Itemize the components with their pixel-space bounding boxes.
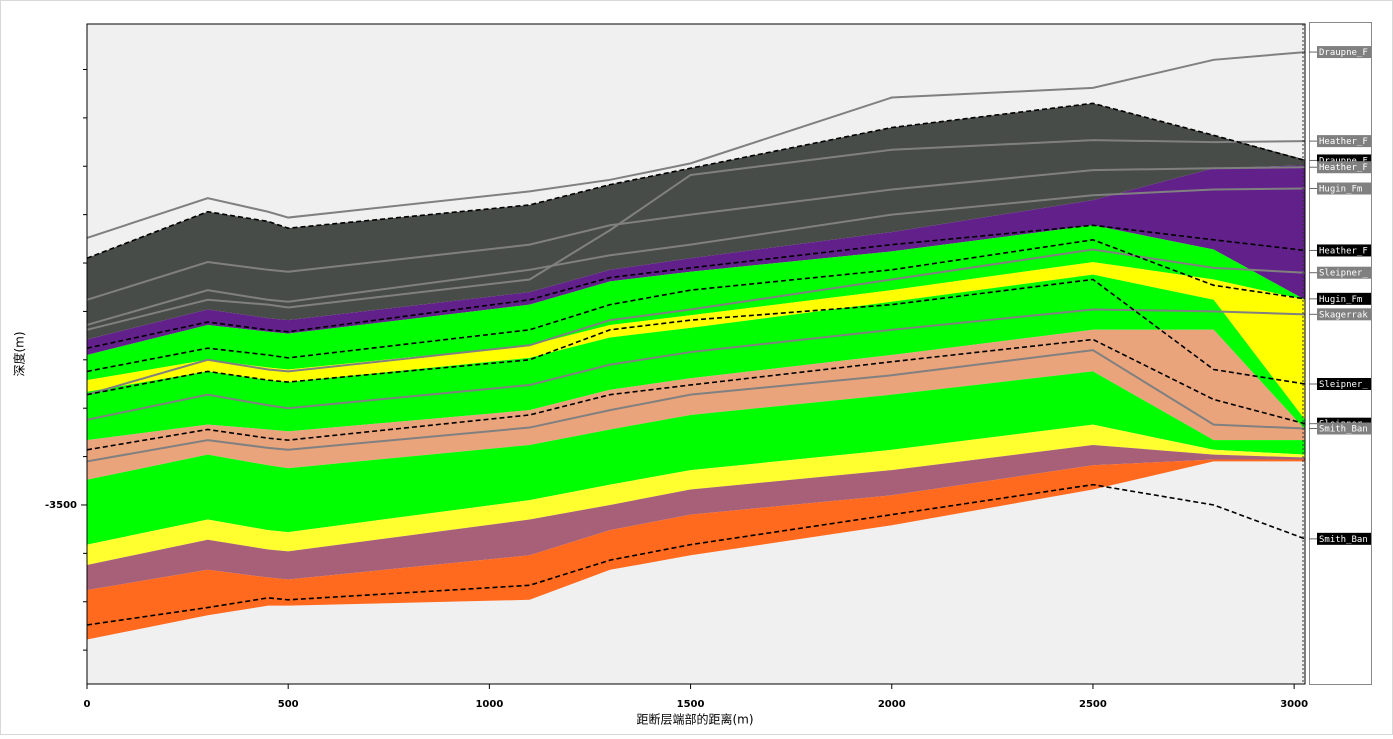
- horizon-tag-bg: [1317, 182, 1371, 195]
- facies-layer: [87, 165, 1305, 355]
- horizon-tag: Hugin_Fm: [1319, 295, 1362, 305]
- horizon-tag: Sleipner_: [1319, 380, 1368, 390]
- horizon-line: [87, 187, 1305, 326]
- facies-layer: [87, 103, 1305, 340]
- horizon-tag-bg: [1317, 378, 1371, 390]
- horizon-tag-bg: [1317, 266, 1371, 279]
- x-axis-label: 距断层端部的距离(m): [636, 712, 753, 727]
- x-tick-label: 2500: [1079, 699, 1107, 710]
- horizon-tag-bg: [1317, 161, 1371, 174]
- horizon-tag: Heather_F: [1319, 137, 1368, 147]
- horizon-tag: Skagerrak: [1319, 310, 1368, 320]
- horizon-line: [87, 166, 1305, 301]
- horizon-tag-bg: [1317, 292, 1371, 305]
- y-axis-label: 深度(m): [12, 331, 27, 376]
- facies-layer: [87, 371, 1305, 545]
- horizon-tag: Heather_F: [1319, 246, 1368, 256]
- plot-border: [86, 23, 1306, 685]
- horizon-tag: Smith_Ban: [1319, 425, 1368, 435]
- horizon-line: [87, 139, 1305, 331]
- horizon-tag: Smith_Ban: [1319, 535, 1368, 545]
- horizon-tag-bg: [1317, 308, 1371, 321]
- facies-layer: [87, 444, 1305, 591]
- horizon-tag: Sleipner_: [1319, 269, 1368, 279]
- plot: [87, 51, 1305, 640]
- x-tick-label: 0: [84, 699, 91, 710]
- horizon-panel: [1309, 22, 1372, 685]
- horizon-line: [87, 338, 1305, 451]
- horizon-line: [87, 278, 1305, 396]
- horizon-tag-bg: [1317, 244, 1371, 257]
- horizon-line: [87, 102, 1305, 259]
- facies-layer: [87, 424, 1305, 565]
- facies-layer: [87, 329, 1305, 480]
- horizon-tag-bg: [1317, 422, 1371, 435]
- horizon-tag-bg: [1317, 532, 1371, 545]
- horizon-tags: Draupne_FHeather_FDraupne_FHeather_FHugi…: [1309, 46, 1371, 545]
- horizon-line: [87, 224, 1305, 349]
- horizon-tag: Heather_F: [1319, 163, 1368, 173]
- horizon-line: [87, 483, 1305, 626]
- x-tick-label: 1500: [677, 699, 705, 710]
- x-tick-label: 500: [278, 699, 299, 710]
- horizon-tag: Draupne_F: [1319, 48, 1368, 58]
- horizon-line: [87, 248, 1305, 396]
- horizon-tag-bg: [1317, 135, 1371, 148]
- horizon-tag-bg: [1317, 46, 1371, 59]
- horizon-line: [87, 349, 1305, 463]
- facies-layer: [87, 459, 1305, 640]
- x-tick-label: 1000: [475, 699, 503, 710]
- x-tick-label: 2000: [878, 699, 906, 710]
- horizon-line: [87, 238, 1305, 373]
- horizon-line: [87, 51, 1305, 239]
- y-tick-label: -3500: [45, 500, 77, 511]
- facies-layer: [87, 262, 1305, 420]
- x-tick-label: 3000: [1280, 699, 1308, 710]
- horizon-tag: Hugin_Fm: [1319, 185, 1362, 195]
